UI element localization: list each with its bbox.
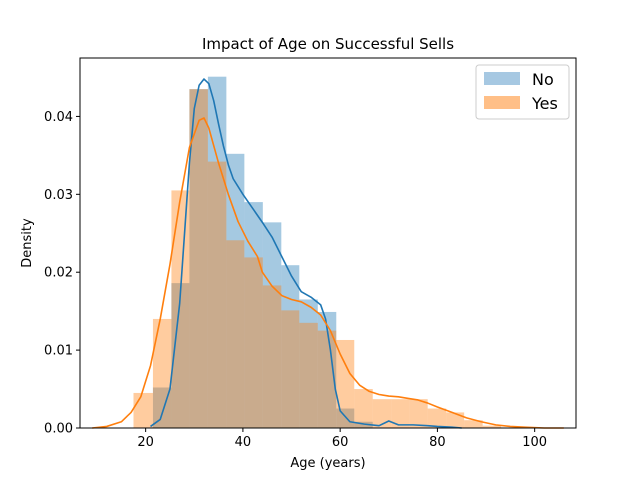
hist-bar-yes xyxy=(336,339,355,428)
hist-bar-no xyxy=(281,265,300,428)
hist-bar-yes xyxy=(354,389,373,428)
hist-bar-yes xyxy=(281,310,300,428)
hist-bar-no xyxy=(207,76,227,428)
x-axis-label: Age (years) xyxy=(290,456,365,471)
hist-bar-yes xyxy=(133,392,153,428)
hist-bar-yes xyxy=(427,408,447,428)
y-tick-label: 0.01 xyxy=(44,344,73,359)
legend-label-no: No xyxy=(532,70,554,89)
x-tick-label: 60 xyxy=(332,435,349,450)
y-axis-label: Density xyxy=(20,218,35,268)
hist-bar-no xyxy=(226,153,245,428)
plot-frame xyxy=(79,57,577,429)
y-tick-label: 0.00 xyxy=(44,422,73,437)
x-tick-label: 80 xyxy=(429,435,446,450)
x-axis: 20 40 60 80 100 xyxy=(137,428,547,450)
bars-no xyxy=(152,76,373,428)
hist-bar-yes xyxy=(409,399,428,428)
hist-bar-no xyxy=(317,311,337,428)
legend-swatch-no xyxy=(484,72,520,85)
hist-bar-no xyxy=(262,222,282,428)
hist-bar-no xyxy=(336,408,355,428)
hist-bar-yes xyxy=(372,399,392,428)
kde-line-yes xyxy=(92,117,564,429)
legend-label-yes: Yes xyxy=(531,94,558,113)
hist-bar-yes xyxy=(189,89,208,428)
kde-line-no xyxy=(150,78,462,429)
hist-bar-yes xyxy=(244,257,263,428)
hist-bar-yes xyxy=(446,412,465,428)
hist-bar-yes xyxy=(171,190,190,428)
y-tick-label: 0.03 xyxy=(44,188,73,203)
hist-bar-no xyxy=(354,421,373,428)
hist-bar-yes xyxy=(299,322,318,428)
hist-bar-yes xyxy=(262,285,282,428)
hist-bar-yes xyxy=(482,425,502,428)
y-axis: 0.00 0.01 0.02 0.03 0.04 xyxy=(44,110,80,437)
hist-bar-yes xyxy=(207,161,227,428)
y-tick-label: 0.04 xyxy=(44,110,73,125)
x-tick-label: 20 xyxy=(137,435,154,450)
x-tick-label: 100 xyxy=(522,435,547,450)
hist-bar-no xyxy=(189,89,208,428)
legend-swatch-yes xyxy=(484,96,520,109)
hist-bar-yes xyxy=(226,240,245,428)
kde-lines xyxy=(92,78,564,429)
x-tick-label: 40 xyxy=(235,435,252,450)
chart-title: Impact of Age on Successful Sells xyxy=(202,35,454,53)
hist-bar-yes xyxy=(464,420,483,428)
legend: No Yes xyxy=(475,64,570,120)
hist-bar-no xyxy=(171,283,190,428)
hist-bar-yes xyxy=(391,399,410,428)
bars-yes xyxy=(133,89,502,428)
hist-bar-no xyxy=(299,299,318,428)
y-tick-label: 0.02 xyxy=(44,266,73,281)
